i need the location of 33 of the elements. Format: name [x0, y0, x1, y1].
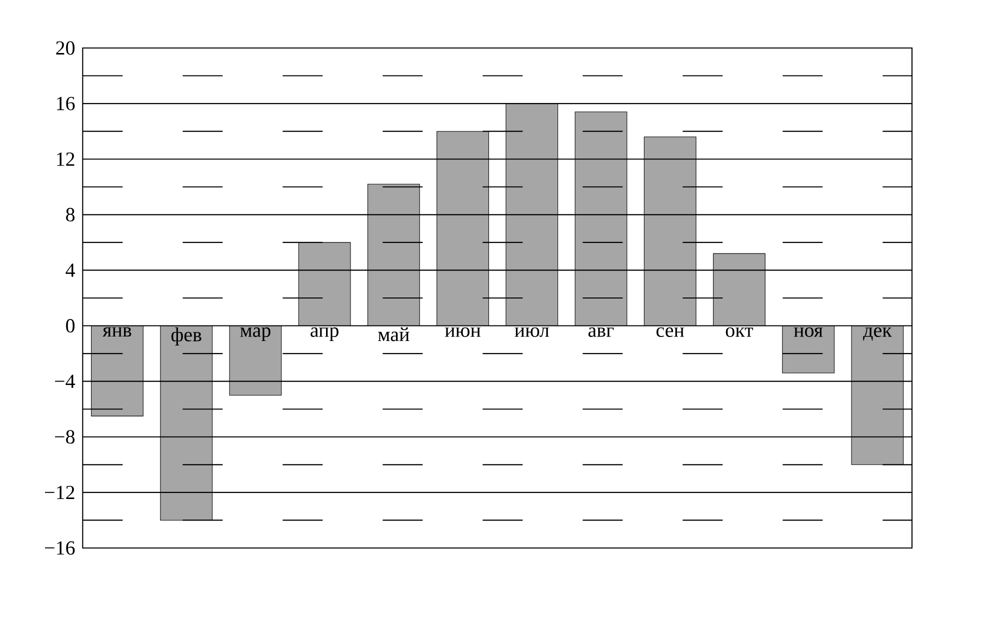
x-tick-label: апр — [310, 327, 338, 342]
y-tick-label: −12 — [45, 486, 74, 500]
bar — [506, 103, 558, 326]
x-tick-label: ноя — [794, 327, 823, 337]
x-tick-label: июл — [514, 327, 549, 337]
bar — [851, 326, 904, 465]
y-tick-label: −16 — [45, 541, 75, 555]
bar — [574, 112, 628, 326]
y-tick-label: 0 — [66, 319, 75, 333]
bar — [229, 326, 282, 396]
x-tick-label: сен — [656, 327, 684, 337]
x-tick-label: фев — [171, 327, 202, 346]
bar — [644, 136, 696, 326]
x-tick-label: дек — [863, 327, 892, 341]
y-tick-label: 8 — [66, 208, 75, 222]
y-tick-label: 4 — [66, 264, 75, 277]
y-tick-label: 16 — [57, 96, 75, 110]
y-tick-label: −4 — [55, 374, 75, 388]
bar — [436, 131, 489, 326]
bar — [782, 326, 835, 374]
x-tick-label: май — [378, 327, 410, 342]
x-tick-label: янв — [102, 327, 132, 337]
bar — [298, 242, 351, 326]
x-tick-label: июн — [444, 327, 480, 337]
bar — [91, 326, 144, 416]
y-tick-label: −8 — [55, 430, 75, 444]
x-tick-label: мар — [240, 327, 270, 342]
bar — [713, 253, 766, 326]
x-tick-label: окт — [726, 327, 754, 337]
x-tick-label: авг — [588, 327, 614, 337]
y-tick-label: 12 — [57, 152, 74, 166]
y-tick-label: 20 — [56, 41, 75, 55]
bar — [367, 184, 420, 326]
